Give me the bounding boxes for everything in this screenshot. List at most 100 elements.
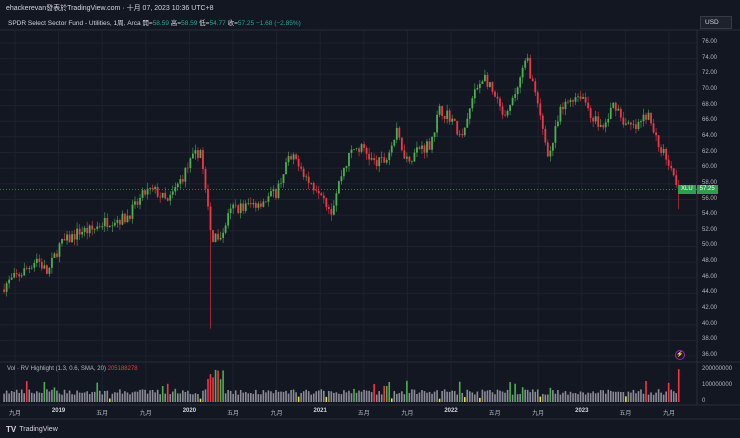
volume-bar	[363, 389, 365, 402]
volume-bar	[103, 390, 106, 402]
volume-bar	[295, 392, 297, 402]
candle-body	[217, 233, 219, 240]
candle-body	[151, 187, 154, 190]
volume-bar	[592, 391, 594, 402]
volume-bar	[393, 391, 396, 402]
volume-bar	[479, 397, 481, 402]
candle-body	[186, 167, 189, 169]
candle-body	[544, 128, 547, 143]
candle-body	[443, 115, 446, 119]
candle-body	[471, 98, 474, 109]
volume-bar	[672, 391, 675, 402]
volume-bar	[499, 390, 501, 402]
volume-bar	[76, 390, 78, 402]
volume-bar	[151, 389, 154, 402]
brand-name: TradingView	[19, 426, 58, 433]
candle-body	[254, 203, 257, 208]
volume-bar	[496, 389, 499, 402]
candle-body	[197, 150, 199, 158]
candle-body	[307, 176, 310, 184]
candle-body	[144, 190, 146, 195]
volume-bar	[114, 392, 116, 402]
candle-body	[501, 106, 504, 115]
volume-bar	[252, 393, 255, 402]
volume-bar	[539, 396, 542, 402]
volume-bar	[524, 389, 526, 402]
volume-bar	[567, 394, 569, 402]
volume-bar	[340, 394, 343, 402]
candle-body	[441, 106, 444, 116]
volume-bar	[526, 389, 529, 402]
candle-body	[139, 197, 141, 205]
candle-body	[516, 87, 519, 95]
volume-bar	[670, 389, 672, 402]
candle-body	[627, 122, 630, 124]
volume-bar	[665, 391, 667, 402]
volume-bar	[463, 397, 466, 402]
volume-bar	[471, 392, 474, 402]
volume-bar	[660, 392, 662, 402]
candle-body	[373, 158, 376, 161]
volume-bar	[486, 390, 489, 402]
candle-body	[131, 204, 134, 219]
candle-body	[642, 114, 645, 122]
candle-body	[332, 205, 335, 215]
volume-bar	[267, 390, 270, 402]
volume-bar	[184, 391, 187, 402]
volume-bar	[582, 392, 584, 402]
currency-button[interactable]: USD	[700, 16, 732, 29]
volume-bar	[66, 393, 68, 402]
lightning-icon[interactable]: ⚡	[675, 350, 685, 360]
candle-body	[257, 203, 260, 208]
candle-body	[572, 100, 574, 102]
open-value: 58.59	[152, 20, 169, 27]
candle-body	[66, 234, 68, 241]
candle-body	[476, 87, 479, 90]
candle-body	[602, 125, 605, 128]
volume-bar	[182, 390, 184, 402]
volume-bar	[607, 389, 610, 402]
volume-bar	[632, 389, 635, 402]
volume-bar	[677, 369, 680, 402]
candle-body	[446, 110, 449, 119]
candle-body	[612, 102, 615, 108]
candle-body	[83, 227, 86, 232]
volume-bar	[650, 392, 652, 402]
volume-bar	[131, 392, 134, 402]
volume-bar	[322, 390, 325, 402]
candle-body	[317, 190, 320, 194]
volume-bar	[615, 391, 617, 402]
volume-bar	[375, 394, 378, 402]
tradingview-logo: TV	[6, 425, 17, 434]
volume-bar	[270, 391, 272, 402]
candle-body	[270, 191, 272, 197]
volume-bar	[338, 393, 340, 402]
candle-body	[345, 166, 348, 168]
volume-bar	[637, 391, 640, 402]
volume-bar	[320, 389, 323, 402]
candle-body	[645, 114, 647, 120]
candle-body	[10, 277, 13, 280]
volume-bar	[345, 392, 348, 402]
candle-body	[28, 267, 31, 269]
time-tick: 九月	[532, 411, 545, 417]
symbol-title[interactable]: SPDR Select Sector Fund - Utilities, 1周,…	[8, 20, 141, 27]
price-tick: 54.00	[702, 211, 718, 218]
volume-bar	[519, 393, 521, 402]
volume-bar	[214, 369, 217, 402]
volume-bar	[217, 370, 219, 402]
candle-body	[232, 204, 235, 209]
candle-body	[111, 225, 114, 227]
candle-body	[322, 195, 325, 199]
volume-bar	[433, 391, 436, 402]
candle-body	[416, 147, 418, 153]
candle-body	[202, 150, 204, 170]
candle-body	[68, 234, 71, 243]
candle-body	[607, 118, 610, 123]
volume-bar	[25, 381, 28, 402]
volume-bar	[111, 393, 114, 402]
volume-bar	[625, 396, 627, 402]
volume-bar	[78, 392, 81, 402]
candle-body	[191, 153, 194, 159]
